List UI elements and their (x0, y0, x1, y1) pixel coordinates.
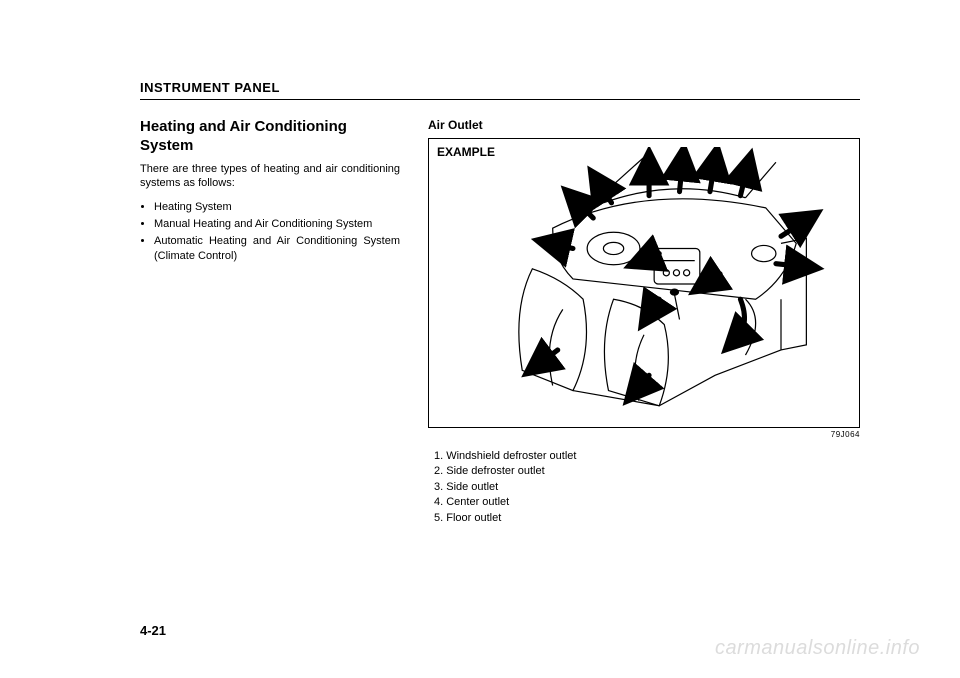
callout-number: 4 (644, 246, 650, 257)
callout-number: 3 (548, 240, 554, 251)
left-column: Heating and Air Conditioning System Ther… (140, 118, 400, 526)
main-heading: Heating and Air Conditioning System (140, 118, 400, 156)
callout-number: 2 (583, 200, 589, 211)
figure-code: 79J064 (428, 430, 860, 439)
content-columns: Heating and Air Conditioning System Ther… (140, 118, 860, 526)
intro-text: There are three types of heating and air… (140, 162, 400, 191)
legend-item: 1. Windshield defroster outlet (434, 449, 860, 464)
example-label: EXAMPLE (437, 145, 495, 159)
header-rule (140, 99, 860, 100)
callout-number: 5 (740, 322, 746, 333)
legend-item: 5. Floor outlet (434, 511, 860, 526)
watermark: carmanualsonline.info (715, 637, 920, 660)
callout-number: 3 (705, 271, 711, 282)
callout-number: 5 (639, 377, 645, 388)
list-item: Heating System (154, 200, 400, 215)
legend-item: 3. Side outlet (434, 480, 860, 495)
list-item: Manual Heating and Air Conditioning Syst… (154, 217, 400, 232)
page-number: 4-21 (140, 623, 166, 638)
systems-list: Heating System Manual Heating and Air Co… (154, 200, 400, 263)
legend-item: 4. Center outlet (434, 495, 860, 510)
callout-number: 1 (680, 157, 686, 168)
right-column: Air Outlet EXAMPLE (428, 118, 860, 526)
manual-page: INSTRUMENT PANEL Heating and Air Conditi… (0, 0, 960, 678)
section-header: INSTRUMENT PANEL (140, 80, 860, 95)
callout-number: 2 (801, 261, 807, 272)
callout-number: 5 (644, 291, 650, 302)
sub-heading: Air Outlet (428, 118, 860, 132)
legend-item: 2. Side defroster outlet (434, 464, 860, 479)
list-item: Automatic Heating and Air Conditioning S… (154, 234, 400, 264)
callout-number: 2 (806, 220, 812, 231)
callout-number: 1 (740, 161, 746, 172)
figure-box: EXAMPLE (428, 138, 860, 428)
air-outlet-diagram: 1 1 2 2 2 2 3 3 4 5 5 5 5 (439, 147, 849, 421)
callout-number: 5 (537, 352, 543, 363)
callout-number: 2 (603, 180, 609, 191)
legend-list: 1. Windshield defroster outlet 2. Side d… (428, 449, 860, 526)
